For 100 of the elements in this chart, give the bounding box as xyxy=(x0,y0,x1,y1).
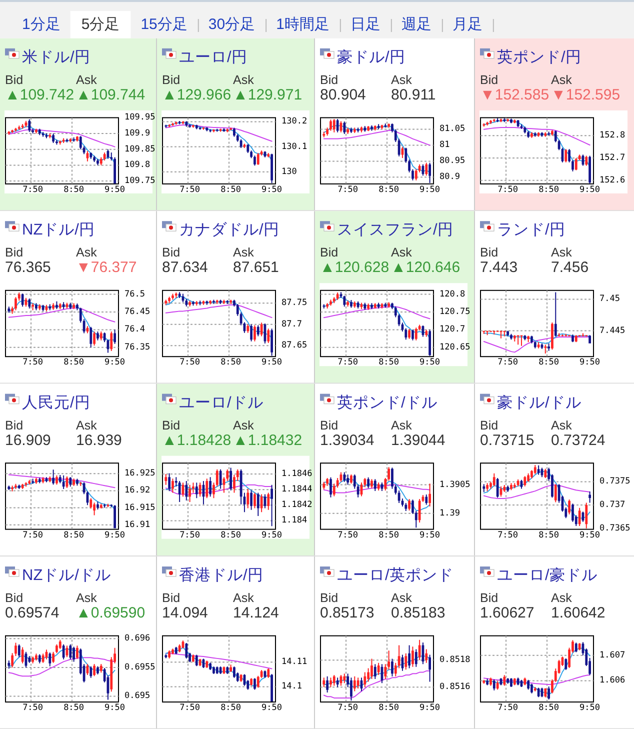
x-tick-label: 8:50 xyxy=(538,530,560,540)
line-series xyxy=(165,484,272,495)
text: 1.60642 xyxy=(551,604,606,622)
line-series xyxy=(323,478,430,511)
y-tick-label: 130.1 xyxy=(282,142,308,152)
y-tick-label: 76.45 xyxy=(124,306,150,317)
x-tick-label: 7:50 xyxy=(180,703,200,713)
line-series xyxy=(323,130,430,146)
y-tick-label: 120.7 xyxy=(440,324,466,335)
text: Bid xyxy=(320,246,338,260)
x-tick-label: 9:50 xyxy=(104,184,126,195)
x-tick-label: 7:50 xyxy=(22,703,44,713)
text: ▲109.744 xyxy=(76,86,146,104)
text: ▼76.377 xyxy=(76,259,137,276)
x-tick-label: 9:50 xyxy=(262,703,282,713)
line-series xyxy=(8,300,116,341)
text: 1分足 xyxy=(22,16,60,33)
y-tick-label: 109.9 xyxy=(124,128,150,139)
line-series xyxy=(483,336,590,353)
y-tick-label: 152.8 xyxy=(600,130,626,141)
text: ▼152.585 xyxy=(480,86,550,104)
candlestick xyxy=(230,300,232,304)
text: Ask xyxy=(233,72,255,87)
x-tick-label: 9:50 xyxy=(420,703,440,713)
text: 1.39034 xyxy=(320,432,374,449)
chart-title: 豪ドル/ドル xyxy=(497,393,582,412)
line-series xyxy=(323,124,430,173)
line-series xyxy=(483,484,590,500)
y-tick-label: 120.8 xyxy=(440,289,466,300)
chart-title: ユーロ/ドル xyxy=(179,394,264,412)
y-tick-label: 76.5 xyxy=(124,289,145,300)
line-series xyxy=(8,648,116,677)
text: 16.909 xyxy=(5,432,51,449)
text: Bid xyxy=(480,418,498,432)
y-tick-label: 152.7 xyxy=(600,152,626,163)
y-tick-label: 152.6 xyxy=(600,175,626,186)
x-tick-label: 7:50 xyxy=(338,358,358,368)
y-tick-label: 120.75 xyxy=(440,306,470,317)
x-tick-label: 9:50 xyxy=(420,530,440,540)
y-tick-label: 80.95 xyxy=(440,156,466,166)
text: Ask xyxy=(391,246,413,260)
x-tick-label: 8:50 xyxy=(220,703,242,713)
candlestick xyxy=(72,137,75,142)
y-tick-label: 81 xyxy=(440,140,450,150)
x-tick-label: 8:50 xyxy=(378,703,400,713)
y-tick-label: 0.737 xyxy=(600,500,626,510)
x-tick-label: 8:50 xyxy=(64,703,84,713)
line-series xyxy=(165,124,272,142)
y-tick-label: 1.1842 xyxy=(282,500,312,510)
line-series xyxy=(483,127,590,146)
text: 0.85173 xyxy=(320,604,374,622)
text: 7.443 xyxy=(480,259,518,276)
text: 日足 xyxy=(350,16,380,33)
y-tick-label: 87.75 xyxy=(282,298,308,308)
x-tick-label: 9:50 xyxy=(262,184,282,195)
y-tick-label: 87.65 xyxy=(282,340,308,351)
y-tick-label: 1.3905 xyxy=(440,480,470,490)
text: Bid xyxy=(480,72,498,87)
x-tick-label: 7:50 xyxy=(22,358,44,368)
y-tick-label: 16.925 xyxy=(124,468,156,479)
text: Bid xyxy=(5,72,24,87)
text: Ask xyxy=(551,418,573,432)
x-tick-label: 9:50 xyxy=(580,358,600,368)
line-series xyxy=(8,657,116,677)
y-tick-label: 87.7 xyxy=(282,319,302,330)
text: Bid xyxy=(320,72,338,87)
line-series xyxy=(165,652,272,670)
text: Ask xyxy=(391,591,413,605)
line-series xyxy=(8,129,116,148)
y-tick-label: 7.445 xyxy=(600,326,626,336)
x-tick-label: 8:50 xyxy=(378,530,400,540)
x-tick-label: 7:50 xyxy=(180,358,200,368)
line-series xyxy=(483,470,590,519)
x-tick-label: 9:50 xyxy=(580,530,600,540)
y-tick-label: 130 xyxy=(282,166,297,177)
x-tick-label: 7:50 xyxy=(498,530,518,540)
text: Ask xyxy=(76,246,98,260)
text: 87.651 xyxy=(233,259,279,276)
candlestick xyxy=(212,300,215,304)
text: Bid xyxy=(5,591,24,605)
y-tick-label: 16.92 xyxy=(124,486,150,496)
x-tick-label: 9:50 xyxy=(262,358,282,368)
y-tick-label: 0.8518 xyxy=(440,655,470,666)
chart-title: 豪ドル/円 xyxy=(337,48,406,66)
y-tick-label: 109.8 xyxy=(124,160,150,170)
chart-title: スイスフラン/円 xyxy=(337,222,454,239)
line-series xyxy=(165,296,272,338)
x-tick-label: 7:50 xyxy=(180,184,200,195)
chart-title: ユーロ/英ポンド xyxy=(337,566,454,584)
candlestick xyxy=(503,330,506,336)
x-tick-label: 9:50 xyxy=(420,184,440,195)
chart-title: ユーロ/豪ドル xyxy=(497,566,598,584)
y-tick-label: 1.606 xyxy=(600,676,626,686)
text: Bid xyxy=(480,246,498,260)
line-series xyxy=(323,296,430,340)
text: Bid xyxy=(320,418,338,432)
text: ▼152.595 xyxy=(551,86,620,104)
y-tick-label: 1.1846 xyxy=(282,469,312,480)
y-tick-label: 0.8516 xyxy=(440,682,470,692)
x-tick-label: 9:50 xyxy=(580,703,600,713)
